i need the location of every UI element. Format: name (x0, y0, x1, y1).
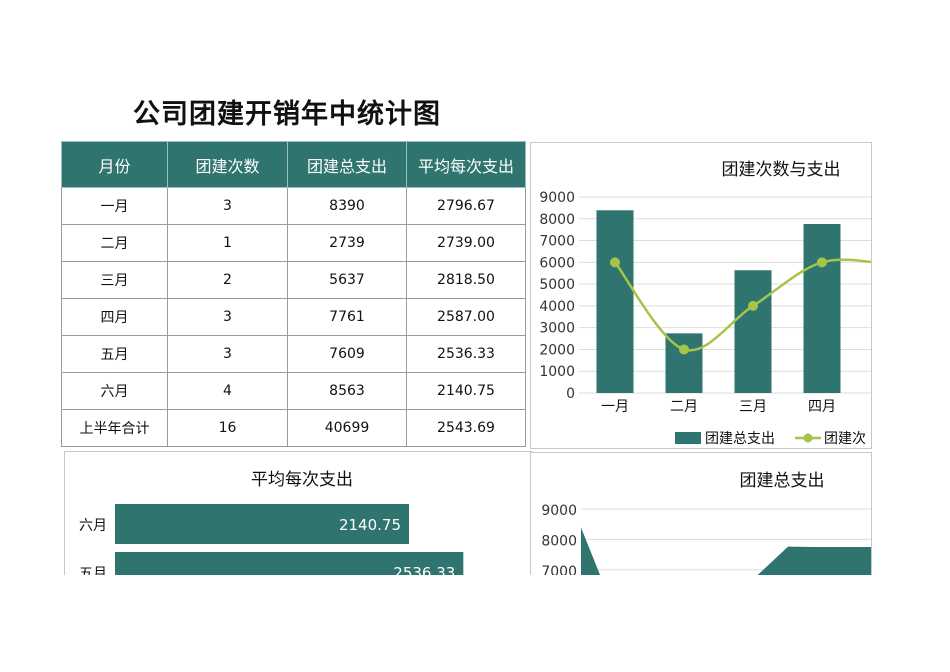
bar (596, 210, 634, 393)
line-point (679, 344, 689, 355)
bar (734, 270, 772, 393)
cell-total: 2739 (287, 224, 407, 262)
table-row: 四月 3 7761 2587.00 (61, 298, 526, 336)
cell-average: 2140.75 (406, 372, 526, 410)
total-chart-title: 团建总支出 (740, 471, 825, 491)
cell-count: 3 (167, 335, 288, 373)
cell-count: 4 (167, 372, 288, 410)
x-tick-label: 三月 (739, 399, 767, 415)
cell-count: 3 (167, 298, 288, 336)
cell-month: 六月 (61, 372, 168, 410)
cell-average: 2818.50 (406, 261, 526, 299)
y-tick-label: 8000 (541, 533, 577, 549)
bar (803, 223, 841, 393)
cell-month: 二月 (61, 224, 168, 262)
header-average: 平均每次支出 (406, 141, 526, 188)
cell-average: 2536.33 (406, 335, 526, 373)
y-tick-label: 7000 (539, 234, 575, 250)
cell-total: 7609 (287, 335, 407, 373)
y-tick-label: 6000 (539, 255, 575, 271)
cell-count: 16 (167, 409, 288, 447)
stats-table: 月份 团建次数 团建总支出 平均每次支出 一月 3 8390 2796.67 二… (61, 141, 526, 447)
legend-swatch-bar (675, 432, 701, 444)
cell-average: 2543.69 (406, 409, 526, 447)
bar (665, 333, 703, 393)
combo-chart: 团建次数与支出 0 1000 2000 3000 4000 5000 6000 7000 800… (539, 160, 871, 447)
cell-count: 2 (167, 261, 288, 299)
y-tick-label: 2000 (539, 342, 575, 358)
bar (115, 504, 409, 544)
table-row: 三月 2 5637 2818.50 (61, 261, 526, 299)
cell-average: 2587.00 (406, 298, 526, 336)
page-cutoff (0, 575, 950, 672)
x-tick-label: 一月 (601, 399, 629, 415)
table-row: 一月 3 8390 2796.67 (61, 187, 526, 225)
cell-month: 三月 (61, 261, 168, 299)
cell-total: 8563 (287, 372, 407, 410)
legend-marker-line (803, 433, 813, 443)
y-tick-label: 9000 (539, 190, 575, 206)
combo-chart-panel: 团建次数与支出 0 1000 2000 3000 4000 5000 6000 7000 800… (530, 142, 872, 449)
y-tick-label: 3000 (539, 321, 575, 337)
legend: 团建总支出 团建次 (675, 431, 866, 447)
table-row: 二月 1 2739 2739.00 (61, 224, 526, 262)
cell-count: 1 (167, 224, 288, 262)
legend-label-line: 团建次 (824, 431, 866, 447)
cell-month: 上半年合计 (61, 409, 168, 447)
cell-total: 8390 (287, 187, 407, 225)
header-total: 团建总支出 (287, 141, 407, 188)
average-chart-title: 平均每次支出 (251, 470, 353, 490)
cell-count: 3 (167, 187, 288, 225)
y-tick-label: 0 (566, 386, 575, 402)
line-point (748, 300, 758, 311)
page-title: 公司团建开销年中统计图 (133, 99, 441, 130)
cell-month: 一月 (61, 187, 168, 225)
line-point (817, 257, 827, 268)
cell-total: 5637 (287, 261, 407, 299)
cell-month: 五月 (61, 335, 168, 373)
line-point (610, 257, 620, 268)
table-row-total: 上半年合计 16 40699 2543.69 (61, 409, 526, 447)
x-tick-label: 二月 (670, 399, 698, 415)
y-tick-label: 5000 (539, 277, 575, 293)
cell-total: 7761 (287, 298, 407, 336)
data-label: 2140.75 (339, 516, 401, 534)
table-row: 五月 3 7609 2536.33 (61, 335, 526, 373)
y-tick-label: 六月 (79, 518, 107, 534)
x-tick-label: 四月 (808, 399, 836, 415)
header-month: 月份 (61, 141, 168, 188)
cell-month: 四月 (61, 298, 168, 336)
header-count: 团建次数 (167, 141, 288, 188)
table-row: 六月 4 8563 2140.75 (61, 372, 526, 410)
table-header-row: 月份 团建次数 团建总支出 平均每次支出 (61, 141, 526, 188)
y-tick-label: 8000 (539, 212, 575, 228)
y-tick-label: 1000 (539, 364, 575, 380)
legend-label-bar: 团建总支出 (705, 431, 775, 447)
combo-chart-title: 团建次数与支出 (722, 160, 841, 180)
y-tick-label: 4000 (539, 299, 575, 315)
cell-total: 40699 (287, 409, 407, 447)
cell-average: 2739.00 (406, 224, 526, 262)
y-tick-label: 9000 (541, 503, 577, 519)
cell-average: 2796.67 (406, 187, 526, 225)
